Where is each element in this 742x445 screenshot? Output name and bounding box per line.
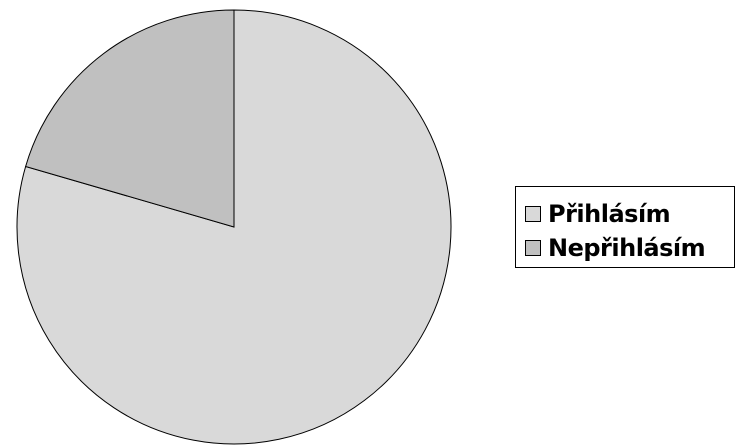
legend-swatch-neprihlasim (525, 240, 541, 256)
legend-item-prihlasim: Přihlásím (525, 197, 734, 231)
legend-label-neprihlasim: Nepřihlásím (548, 234, 706, 262)
legend-swatch-prihlasim (525, 206, 541, 222)
chart-legend: Přihlásím Nepřihlásím (515, 186, 735, 268)
pie-slices (16, 9, 452, 445)
legend-label-prihlasim: Přihlásím (548, 200, 671, 228)
pie-slice-1 (25, 9, 235, 228)
legend-item-neprihlasim: Nepřihlásím (525, 231, 734, 265)
